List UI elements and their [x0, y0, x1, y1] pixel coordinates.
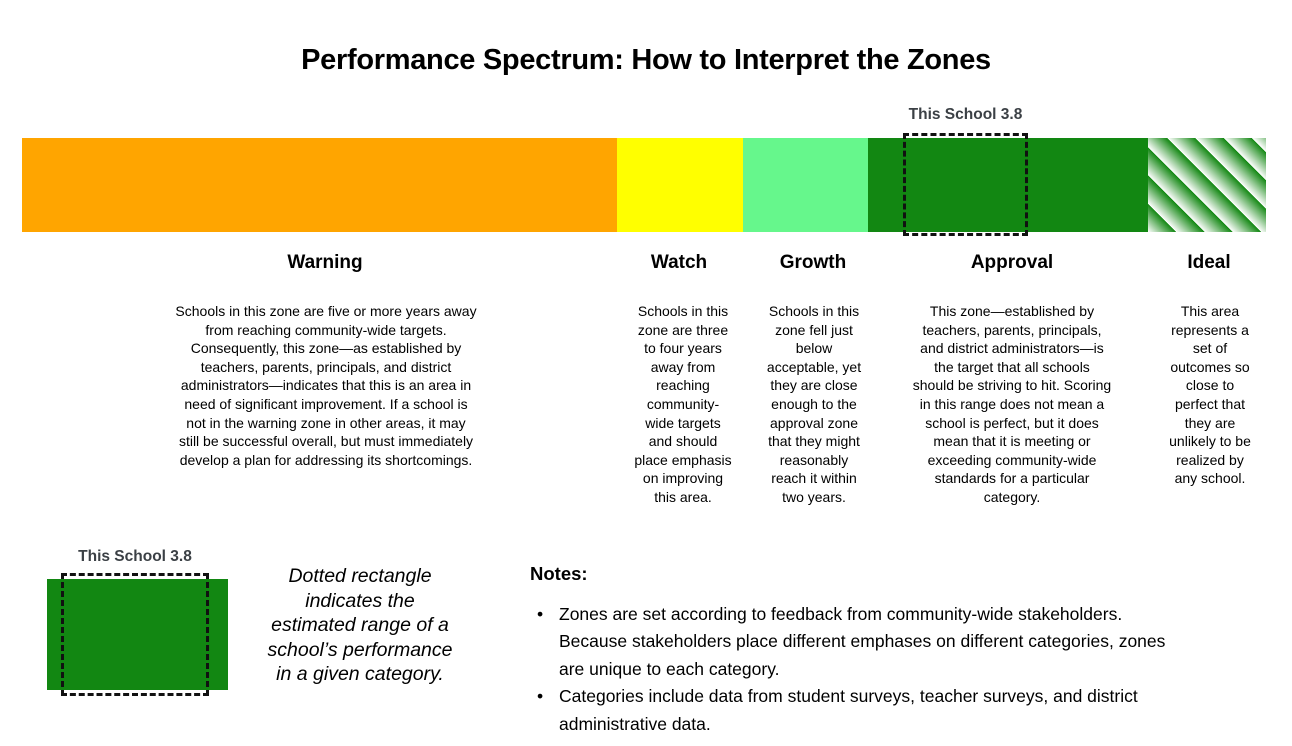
zone-heading-growth: Growth [779, 252, 847, 273]
school-range-marker [903, 133, 1028, 236]
zone-description-watch: Schools in this zone are three to four y… [634, 303, 732, 505]
zone-segment-approval [868, 138, 1148, 232]
zone-description-warning: Schools in this zone are five or more ye… [175, 303, 477, 468]
zone-heading-warning: Warning [287, 252, 363, 273]
zone-segment-growth [743, 138, 868, 232]
notes-heading: Notes: [530, 563, 588, 584]
notes-section: Notes: Zones are set according to feedba… [530, 561, 1250, 738]
school-marker-label: This School 3.8 [908, 106, 1023, 123]
zone-segment-warning [22, 138, 617, 232]
zone-description-growth: Schools in this zone fell just below acc… [766, 303, 862, 505]
note-item: Zones are set according to feedback from… [530, 601, 1165, 683]
note-item: Categories include data from student sur… [530, 683, 1138, 738]
legend-caption: Dotted rectangle indicates the estimated… [267, 565, 453, 685]
zone-segment-ideal [1148, 138, 1266, 232]
legend-approval-swatch [47, 579, 228, 690]
zone-description-approval: This zone—established by teachers, paren… [912, 303, 1112, 505]
zone-segment-watch [617, 138, 743, 232]
zone-heading-watch: Watch [650, 252, 708, 273]
notes-list: Zones are set according to feedback from… [530, 601, 1250, 738]
legend-marker-label: This School 3.8 [78, 548, 192, 565]
zone-heading-ideal: Ideal [1187, 252, 1231, 273]
legend-range-marker [61, 573, 209, 696]
zone-description-ideal: This area represents a set of outcomes s… [1169, 303, 1251, 487]
zone-heading-approval: Approval [970, 252, 1054, 273]
page-title: Performance Spectrum: How to Interpret t… [301, 44, 991, 76]
